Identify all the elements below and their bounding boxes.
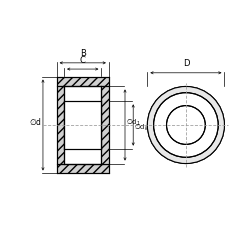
Polygon shape — [57, 164, 109, 173]
Text: $\varnothing$d: $\varnothing$d — [29, 116, 42, 127]
Text: B: B — [80, 49, 86, 58]
Circle shape — [154, 93, 218, 157]
Circle shape — [148, 86, 224, 164]
Text: $\varnothing$d$_k$: $\varnothing$d$_k$ — [134, 122, 149, 133]
Text: D: D — [183, 59, 189, 68]
Polygon shape — [57, 86, 64, 164]
Polygon shape — [102, 86, 109, 164]
Polygon shape — [64, 102, 102, 148]
Circle shape — [166, 106, 205, 144]
Text: C: C — [80, 56, 86, 64]
Text: $\varnothing$d$_1$: $\varnothing$d$_1$ — [126, 116, 140, 128]
Polygon shape — [57, 76, 109, 86]
